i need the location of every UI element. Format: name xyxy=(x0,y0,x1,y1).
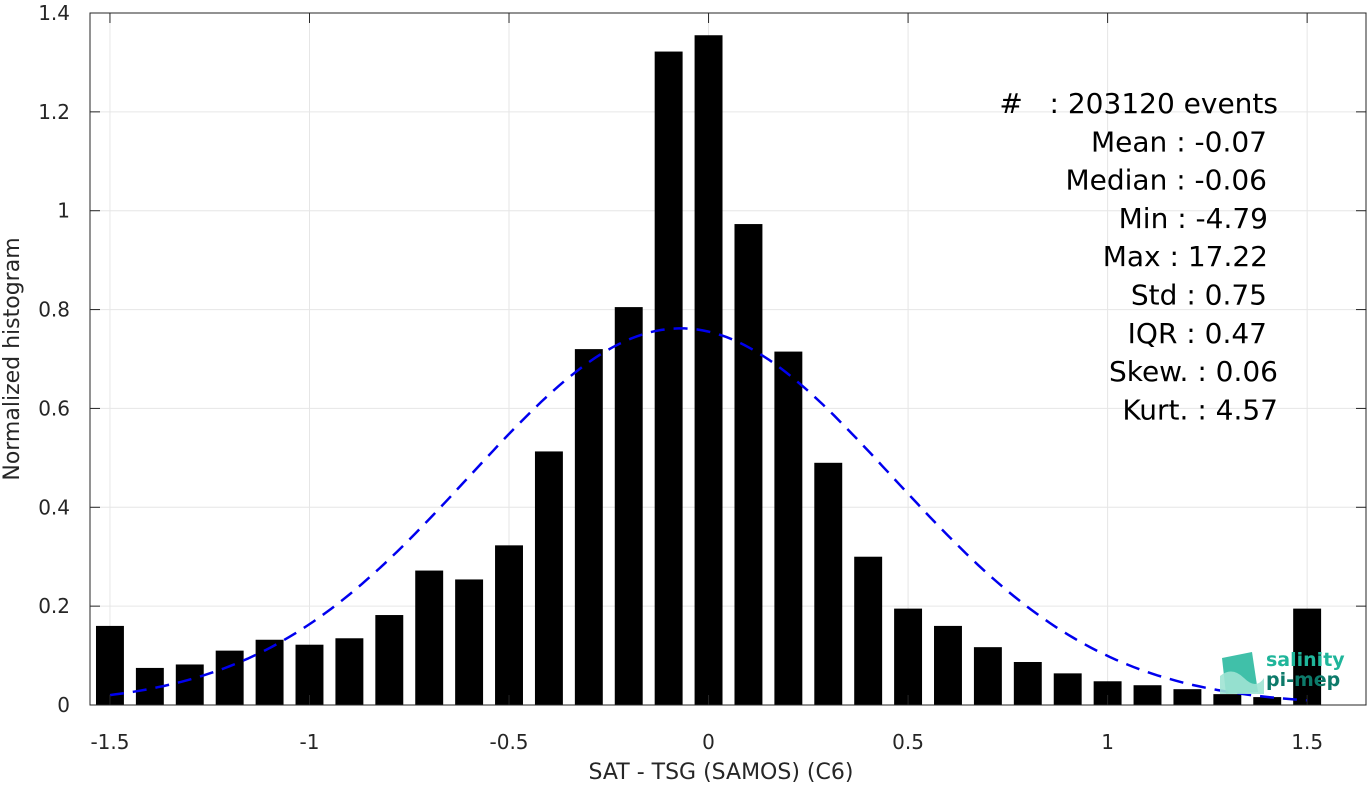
y-tick-label: 0 xyxy=(57,693,70,717)
histogram-bar xyxy=(774,351,803,705)
histogram-bar xyxy=(1133,685,1162,705)
histogram-bar xyxy=(1053,673,1082,705)
histogram-bar xyxy=(694,35,723,705)
histogram-bar xyxy=(1253,697,1282,705)
histogram-bar xyxy=(95,625,124,705)
histogram-bar xyxy=(894,608,923,705)
histogram-bar xyxy=(614,307,643,705)
histogram-bar xyxy=(574,349,603,705)
y-tick-labels: 0 0.2 0.4 0.6 0.8 1 1.2 1.4 xyxy=(38,1,70,717)
stats-line: Skew. : 0.06 xyxy=(1109,355,1278,388)
histogram-bar xyxy=(734,224,763,705)
logo-text-line2: pi-mep xyxy=(1266,669,1340,691)
stats-line: Max : 17.22 xyxy=(1103,240,1268,273)
histogram-bar xyxy=(1213,694,1242,705)
stats-line: Mean : -0.07 xyxy=(1091,125,1267,158)
histogram-bar xyxy=(934,625,962,705)
histogram-bar xyxy=(1013,661,1042,705)
histogram-bar xyxy=(1173,689,1202,705)
histogram-bar xyxy=(495,545,523,705)
x-tick-label: 0.5 xyxy=(892,730,924,754)
x-tick-label: -0.5 xyxy=(490,730,529,754)
stats-line: IQR : 0.47 xyxy=(1128,317,1267,350)
stats-line: Median : -0.06 xyxy=(1065,164,1267,197)
y-tick-label: 0.6 xyxy=(38,396,70,420)
y-tick-label: 0.4 xyxy=(38,495,70,519)
histogram-bar xyxy=(335,638,364,705)
histogram-bar xyxy=(534,451,563,705)
histogram-bar xyxy=(455,579,484,705)
x-tick-label: 0 xyxy=(702,730,715,754)
x-tick-labels: -1.5 -1 -0.5 0 0.5 1 1.5 xyxy=(90,730,1323,754)
x-tick-label: 1.5 xyxy=(1291,730,1323,754)
y-tick-label: 0.2 xyxy=(38,594,70,618)
y-tick-label: 1.2 xyxy=(38,100,70,124)
y-tick-label: 1 xyxy=(57,199,70,223)
x-tick-label: -1.5 xyxy=(90,730,129,754)
histogram-bar xyxy=(255,639,284,705)
stats-line: Std : 0.75 xyxy=(1131,279,1267,312)
bars-group xyxy=(95,35,1322,706)
histogram-bar xyxy=(295,644,324,705)
stats-line: Min : -4.79 xyxy=(1119,202,1268,235)
histogram-bar xyxy=(654,51,683,706)
x-tick-label: 1 xyxy=(1101,730,1114,754)
grid-lines xyxy=(90,12,1367,706)
logo-text-line1: salinity xyxy=(1266,649,1345,671)
stats-line: Kurt. : 4.57 xyxy=(1122,393,1278,426)
histogram-bar xyxy=(973,647,1002,705)
salinity-pi-mep-logo: salinity pi-mep xyxy=(1220,649,1345,694)
y-axis-label: Normalized histogram xyxy=(0,237,25,480)
histogram-bar xyxy=(1093,681,1122,705)
stats-annotation: # : 203120 events Mean : -0.07 Median : -0… xyxy=(999,87,1278,426)
axis-ticks xyxy=(90,12,1366,706)
histogram-bar xyxy=(1293,608,1322,705)
histogram-bar xyxy=(215,650,244,705)
y-tick-label: 0.8 xyxy=(38,298,70,322)
histogram-bar xyxy=(854,556,883,705)
x-tick-label: -1 xyxy=(300,730,320,754)
x-axis-label: SAT - TSG (SAMOS) (C6) xyxy=(589,760,854,785)
stats-line: # : 203120 events xyxy=(999,87,1278,120)
logo-mark-wave xyxy=(1220,671,1264,694)
y-tick-label: 1.4 xyxy=(38,1,70,25)
gaussian-fit-curve xyxy=(109,327,1308,702)
axes-box xyxy=(89,12,1367,706)
histogram-bar xyxy=(375,615,404,705)
histogram-bar xyxy=(415,570,444,705)
histogram-bar xyxy=(814,462,843,705)
histogram-bar xyxy=(175,664,204,705)
